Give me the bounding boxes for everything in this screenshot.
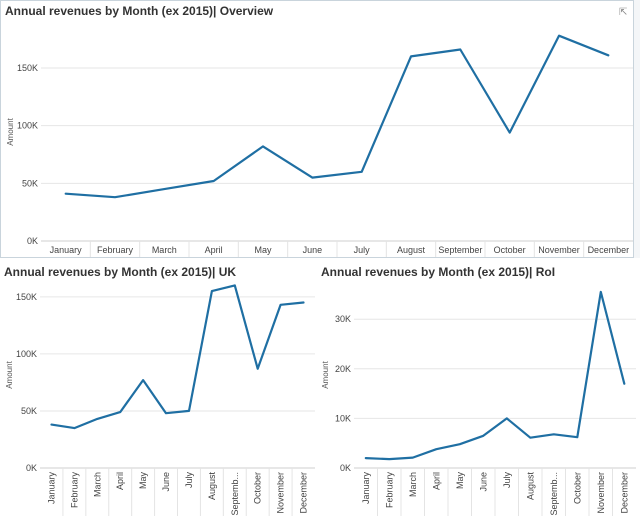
y-tick-label: 150K (16, 292, 37, 302)
x-tick-label: Septemb... (549, 472, 559, 516)
y-tick-label: 50K (22, 178, 38, 188)
y-tick-label: 0K (340, 463, 351, 473)
x-tick-label: August (397, 245, 426, 255)
x-tick-label: May (254, 245, 272, 255)
y-tick-label: 100K (16, 349, 37, 359)
x-tick-label: April (431, 472, 441, 490)
x-tick-label: October (572, 472, 582, 504)
chart-title-overview: Annual revenues by Month (ex 2015)| Over… (5, 4, 274, 18)
x-tick-label: February (97, 245, 134, 255)
chart-panel-overview: Annual revenues by Month (ex 2015)| Over… (0, 0, 634, 258)
y-axis-title: Amount (5, 360, 14, 388)
x-tick-label: December (588, 245, 630, 255)
x-tick-label: June (303, 245, 323, 255)
x-tick-label: January (46, 472, 56, 505)
x-tick-label: January (361, 472, 371, 505)
series-line[interactable] (364, 290, 626, 461)
x-tick-label: October (253, 472, 263, 504)
chart-uk: 0K 50K 100K 150K Amount January February March A… (5, 284, 315, 516)
x-tick-label: June (478, 472, 488, 492)
x-tick-label: March (92, 472, 102, 497)
x-tick-label: May (138, 472, 148, 490)
x-tick-label: August (525, 472, 535, 501)
y-tick-label: 150K (17, 63, 38, 73)
y-tick-label: 0K (27, 236, 38, 246)
y-tick-label: 100K (17, 121, 38, 131)
x-tick-label: October (494, 245, 526, 255)
y-axis-title: Amount (6, 117, 15, 145)
x-tick-label: September (438, 245, 482, 255)
x-tick-label: July (502, 472, 512, 489)
chart-roi: 0K 10K 20K 30K Amount January February March Apr… (321, 290, 636, 516)
x-tick-label: May (455, 472, 465, 490)
chart-title-roi: Annual revenues by Month (ex 2015)| RoI (321, 265, 556, 279)
chart-title-uk: Annual revenues by Month (ex 2015)| UK (4, 265, 237, 279)
x-tick-label: April (205, 245, 223, 255)
external-link-icon[interactable]: ⇱ (619, 7, 628, 18)
x-tick-label: December (619, 472, 629, 514)
x-tick-label: November (538, 245, 580, 255)
x-tick-label: July (354, 245, 371, 255)
x-tick-label: March (152, 245, 177, 255)
x-tick-label: January (50, 245, 83, 255)
x-tick-label: December (299, 472, 309, 514)
x-tick-label: November (596, 472, 606, 514)
x-tick-label: Septemb... (230, 472, 240, 516)
x-tick-label: April (115, 472, 125, 490)
y-tick-label: 30K (335, 314, 351, 324)
y-tick-label: 0K (26, 463, 37, 473)
x-tick-label: July (184, 472, 194, 489)
x-tick-label: November (276, 472, 286, 514)
right-edge-strip (634, 0, 640, 258)
x-tick-label: June (161, 472, 171, 492)
y-axis-title: Amount (321, 360, 330, 388)
x-tick-label: February (384, 472, 394, 509)
series-line[interactable] (50, 284, 305, 430)
chart-panel-roi: Annual revenues by Month (ex 2015)| RoI … (318, 262, 640, 520)
x-tick-label: March (408, 472, 418, 497)
y-tick-label: 20K (335, 364, 351, 374)
y-tick-label: 10K (335, 413, 351, 423)
chart-overview: 0K 50K 100K 150K Amount January February March A… (6, 34, 633, 257)
x-tick-label: August (207, 472, 217, 501)
y-tick-label: 50K (21, 406, 37, 416)
x-tick-label: February (69, 472, 79, 509)
chart-panel-uk: Annual revenues by Month (ex 2015)| UK 0… (0, 262, 318, 520)
series-line[interactable] (64, 34, 610, 199)
